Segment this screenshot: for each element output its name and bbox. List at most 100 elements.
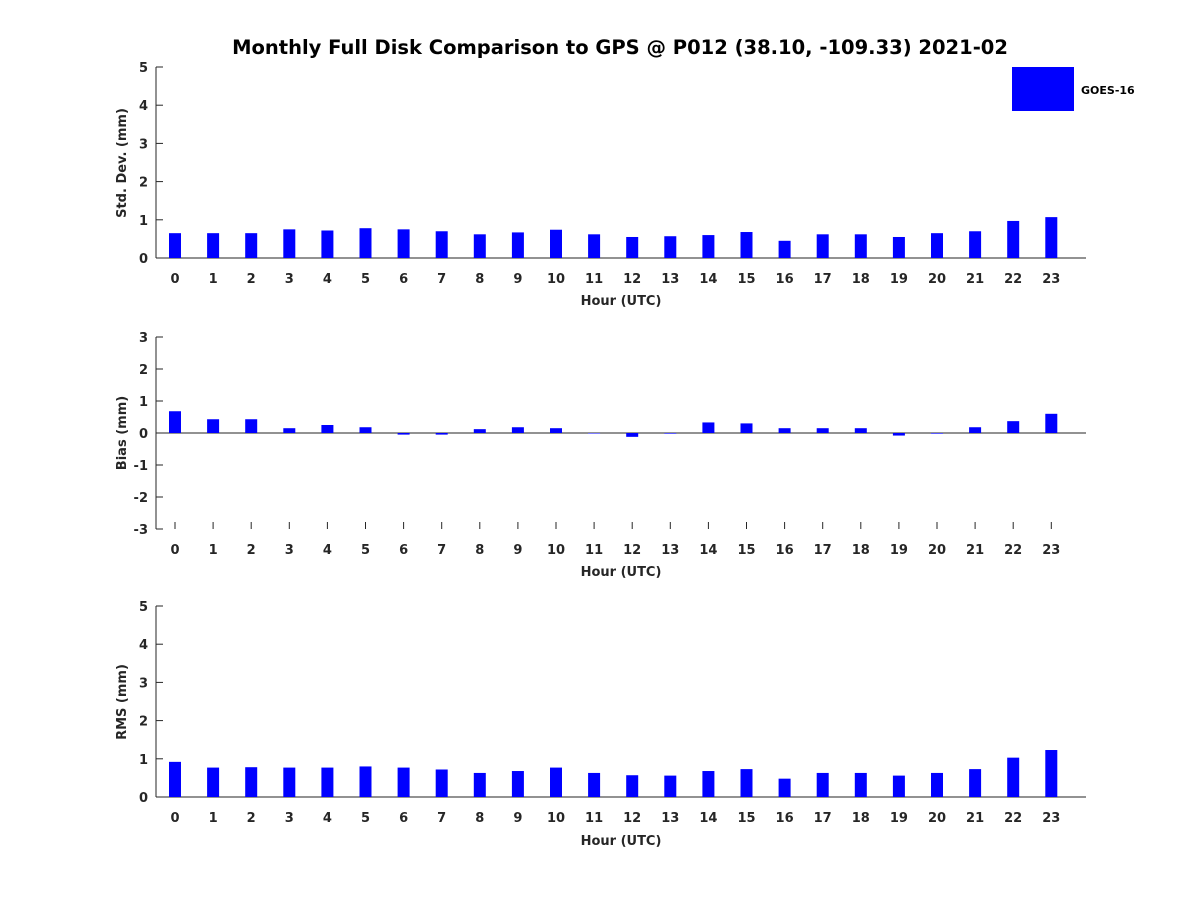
x-tick-label: 20 bbox=[928, 811, 946, 826]
bar-hour-19 bbox=[892, 433, 905, 436]
x-tick-label: 9 bbox=[513, 543, 522, 558]
bar-hour-3 bbox=[283, 428, 296, 433]
bar-hour-20 bbox=[931, 433, 943, 434]
bar-hour-3 bbox=[283, 229, 296, 258]
bar-hour-16 bbox=[778, 240, 791, 258]
bar-hour-19 bbox=[892, 775, 905, 797]
y-tick-label: 1 bbox=[139, 214, 148, 229]
x-tick-label: 13 bbox=[661, 272, 679, 287]
bar-hour-13 bbox=[664, 236, 677, 258]
x-tick-label: 18 bbox=[852, 811, 870, 826]
x-tick-label: 17 bbox=[814, 272, 832, 287]
x-tick-label: 8 bbox=[475, 543, 484, 558]
bar-hour-7 bbox=[435, 433, 448, 435]
x-tick-label: 6 bbox=[399, 811, 408, 826]
y-tick-label: -2 bbox=[134, 491, 148, 506]
x-tick-label: 16 bbox=[776, 811, 794, 826]
x-tick-label: 10 bbox=[547, 272, 565, 287]
bar-hour-9 bbox=[511, 771, 524, 797]
bar-hour-22 bbox=[1007, 220, 1020, 258]
bar-hour-10 bbox=[550, 229, 562, 258]
y-tick-label: 1 bbox=[139, 395, 148, 410]
y-tick-label: 0 bbox=[139, 252, 148, 267]
x-tick-label: 23 bbox=[1042, 811, 1060, 826]
x-tick-label: 3 bbox=[285, 272, 294, 287]
x-tick-label: 14 bbox=[699, 811, 717, 826]
x-tick-label: 8 bbox=[475, 272, 484, 287]
bar-hour-13 bbox=[664, 433, 677, 434]
x-tick-label: 2 bbox=[247, 811, 256, 826]
x-tick-label: 23 bbox=[1042, 543, 1060, 558]
x-tick-label: 19 bbox=[890, 272, 908, 287]
y-tick-label: 3 bbox=[139, 331, 148, 346]
bar-hour-11 bbox=[588, 433, 601, 434]
x-tick-label: 15 bbox=[737, 543, 755, 558]
bar-hour-12 bbox=[626, 775, 639, 797]
x-tick-label: 1 bbox=[209, 543, 218, 558]
bar-hour-11 bbox=[588, 234, 601, 258]
y-tick-label: 4 bbox=[139, 99, 148, 114]
x-tick-label: 3 bbox=[285, 811, 294, 826]
legend-label: GOES-16 bbox=[1081, 84, 1135, 97]
bar-hour-18 bbox=[854, 234, 867, 258]
x-tick-label: 4 bbox=[323, 272, 332, 287]
bar-hour-1 bbox=[207, 767, 220, 797]
bar-hour-18 bbox=[854, 428, 867, 433]
x-tick-label: 1 bbox=[209, 811, 218, 826]
x-tick-label: 4 bbox=[323, 811, 332, 826]
bar-hour-8 bbox=[473, 234, 486, 258]
x-tick-label: 16 bbox=[776, 543, 794, 558]
bar-hour-4 bbox=[321, 767, 334, 797]
bar-hour-15 bbox=[740, 232, 753, 258]
y-tick-label: 2 bbox=[139, 715, 148, 730]
bar-hour-8 bbox=[473, 772, 486, 797]
x-tick-label: 19 bbox=[890, 811, 908, 826]
bar-hour-5 bbox=[359, 228, 372, 258]
x-tick-label: 18 bbox=[852, 272, 870, 287]
bar-hour-0 bbox=[169, 761, 181, 797]
bar-hour-2 bbox=[245, 419, 258, 433]
bar-hour-23 bbox=[1045, 750, 1058, 797]
x-tick-label: 15 bbox=[737, 811, 755, 826]
y-tick-label: 4 bbox=[139, 638, 148, 653]
bar-hour-19 bbox=[892, 236, 905, 258]
x-tick-label: 11 bbox=[585, 543, 603, 558]
x-tick-label: 2 bbox=[247, 272, 256, 287]
bar-hour-20 bbox=[931, 233, 943, 258]
x-tick-label: 17 bbox=[814, 543, 832, 558]
y-tick-label: 5 bbox=[139, 61, 148, 76]
bar-hour-20 bbox=[931, 772, 943, 797]
x-tick-label: 18 bbox=[852, 543, 870, 558]
x-tick-label: 6 bbox=[399, 272, 408, 287]
bar-hour-8 bbox=[473, 429, 486, 433]
y-axis-label: Std. Dev. (mm) bbox=[115, 108, 130, 218]
x-tick-label: 14 bbox=[699, 272, 717, 287]
y-tick-label: -3 bbox=[134, 523, 148, 538]
x-tick-label: 15 bbox=[737, 272, 755, 287]
x-tick-label: 16 bbox=[776, 272, 794, 287]
bar-hour-23 bbox=[1045, 217, 1058, 258]
bar-hour-10 bbox=[550, 767, 562, 797]
bar-hour-12 bbox=[626, 433, 639, 437]
bar-hour-2 bbox=[245, 233, 258, 258]
bar-hour-21 bbox=[969, 769, 982, 797]
bar-hour-9 bbox=[511, 427, 524, 433]
y-axis-label: RMS (mm) bbox=[115, 664, 130, 740]
x-tick-label: 0 bbox=[170, 811, 179, 826]
x-tick-label: 12 bbox=[623, 272, 641, 287]
x-tick-label: 9 bbox=[513, 811, 522, 826]
x-tick-label: 17 bbox=[814, 811, 832, 826]
y-tick-label: 1 bbox=[139, 753, 148, 768]
y-tick-label: 0 bbox=[139, 427, 148, 442]
x-axis-label: Hour (UTC) bbox=[581, 834, 662, 849]
x-axis-label: Hour (UTC) bbox=[581, 294, 662, 309]
x-tick-label: 22 bbox=[1004, 272, 1022, 287]
x-tick-label: 11 bbox=[585, 272, 603, 287]
x-tick-label: 12 bbox=[623, 543, 641, 558]
chart-title: Monthly Full Disk Comparison to GPS @ P0… bbox=[232, 36, 1008, 59]
y-tick-label: 2 bbox=[139, 363, 148, 378]
bar-hour-0 bbox=[169, 233, 181, 258]
bar-hour-14 bbox=[702, 235, 715, 258]
